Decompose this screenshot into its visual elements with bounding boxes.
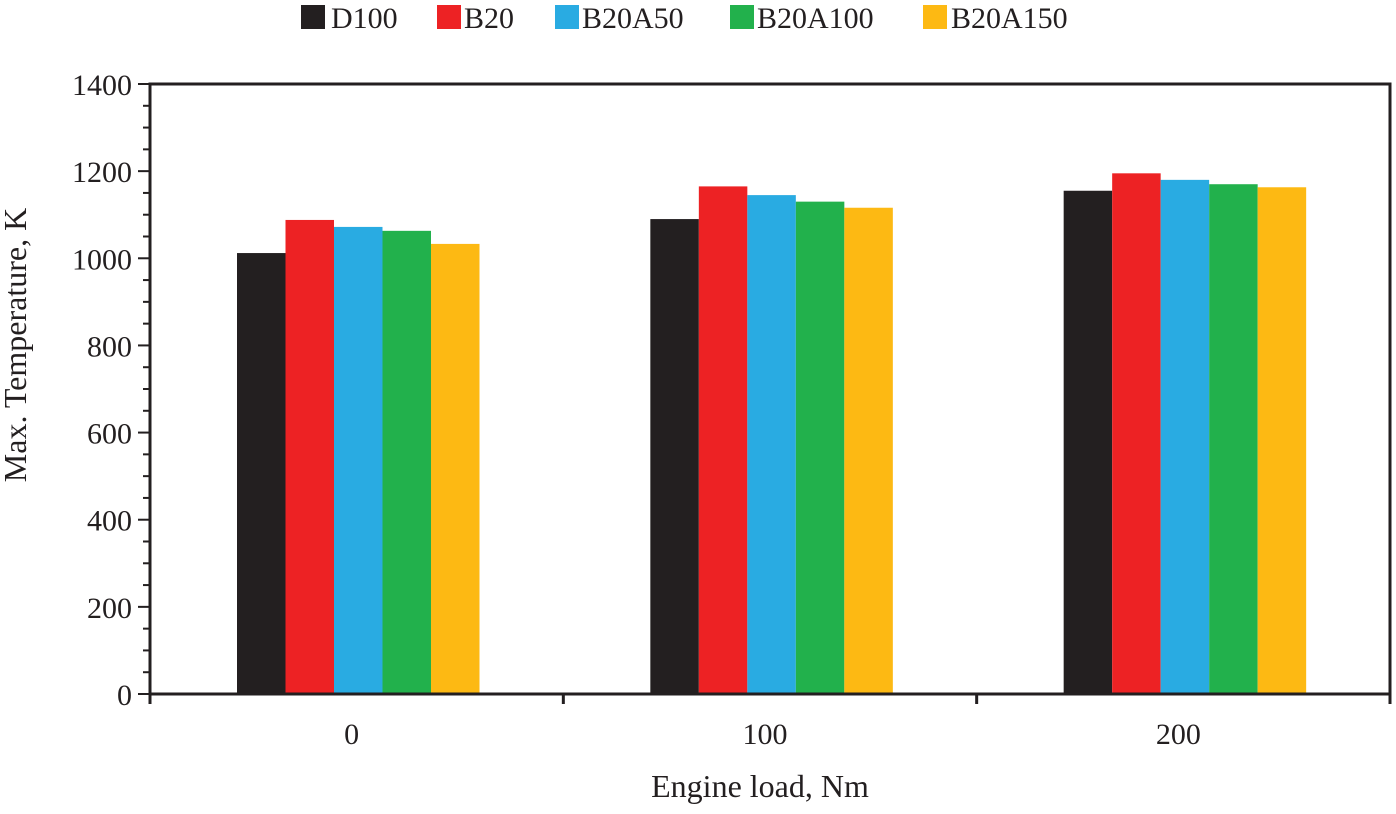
legend-label-d100: D100: [331, 2, 398, 35]
legend-label-b20: B20: [464, 2, 514, 35]
bar-d100-100: [650, 219, 699, 695]
legend-label-b20a100: B20A100: [757, 2, 874, 35]
bar-b20a150-200: [1257, 187, 1307, 694]
x-tick-label: 200: [1156, 718, 1201, 751]
y-tick-label: 0: [117, 679, 132, 712]
bar-b20a50-200: [1160, 179, 1210, 694]
bar-b20a150-0: [431, 243, 480, 694]
legend-label-b20a50: B20A50: [582, 2, 684, 35]
y-tick-label: 600: [87, 418, 132, 451]
x-axis-label: Engine load, Nm: [651, 768, 869, 804]
bar-b20a150-100: [844, 207, 893, 694]
legend-label-b20a150: B20A150: [951, 2, 1068, 35]
legend-swatch-b20: [437, 5, 461, 29]
legend-swatch-d100: [301, 5, 325, 29]
legend: D100 B20 B20A50 B20A100 B20A150: [301, 2, 1068, 35]
bar-b20a50-0: [334, 226, 383, 694]
legend-swatch-b20a150: [923, 5, 947, 29]
y-tick-label: 200: [87, 592, 132, 625]
y-tick-label: 1000: [72, 243, 132, 276]
bar-d100-0: [237, 253, 286, 695]
legend-swatch-b20a50: [555, 5, 579, 29]
y-tick-label: 400: [87, 505, 132, 538]
bar-b20-200: [1112, 173, 1161, 695]
bar-d100-200: [1063, 190, 1113, 694]
x-tick-label: 0: [344, 718, 359, 751]
y-tick-label: 800: [87, 330, 132, 363]
bar-b20-100: [698, 186, 748, 694]
axes: 0 200 400 600 800 1000 1200 1400 0 100 200: [72, 69, 1392, 751]
y-tick-label: 1400: [72, 69, 132, 102]
y-tick-label: 1200: [72, 156, 132, 189]
bar-b20-0: [285, 219, 334, 694]
bar-b20a100-100: [795, 201, 845, 694]
bars: [237, 173, 1307, 695]
legend-swatch-b20a100: [730, 5, 754, 29]
bar-b20a100-0: [382, 230, 431, 695]
y-axis-label: Max. Temperature, K: [0, 208, 33, 482]
bar-b20a50-100: [747, 195, 796, 694]
bar-b20a100-200: [1209, 184, 1258, 694]
x-tick-label: 100: [743, 718, 788, 751]
